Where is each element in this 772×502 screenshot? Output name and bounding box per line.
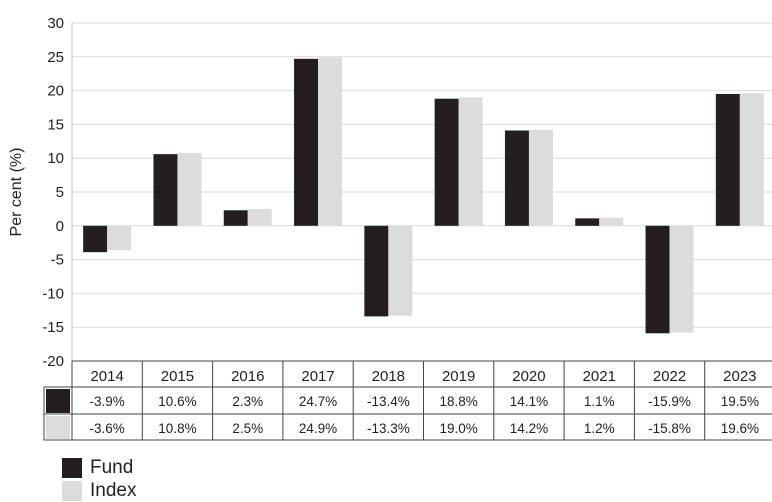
x-category-label: 2022 xyxy=(653,368,686,385)
y-tick-label: 0 xyxy=(56,218,64,235)
bar-fund xyxy=(153,154,178,226)
data-label: 10.8% xyxy=(158,421,196,436)
legend-item-index: Index xyxy=(62,479,136,502)
bar-index xyxy=(739,93,764,226)
y-tick-label: 5 xyxy=(56,184,64,201)
x-category-label: 2015 xyxy=(161,368,194,385)
data-label: 10.6% xyxy=(158,394,196,409)
x-category-label: 2017 xyxy=(301,368,334,385)
x-category-label: 2020 xyxy=(512,368,545,385)
table-swatch-index xyxy=(46,416,70,439)
data-label: 2.5% xyxy=(232,421,263,436)
bar-index xyxy=(247,208,272,226)
bar-index xyxy=(528,129,553,226)
legend-label: Fund xyxy=(90,456,134,478)
bar-fund xyxy=(575,218,600,226)
data-label: 14.2% xyxy=(510,421,548,436)
data-label: -15.9% xyxy=(648,394,691,409)
bar-fund xyxy=(364,225,389,317)
data-label: -3.9% xyxy=(90,394,125,409)
data-label: 19.5% xyxy=(721,394,759,409)
bar-fund xyxy=(645,225,670,334)
y-tick-label: 30 xyxy=(47,15,64,32)
bar-index xyxy=(388,225,413,316)
legend: Fund Index xyxy=(62,456,136,502)
data-label: 19.6% xyxy=(721,421,759,436)
data-label: -15.8% xyxy=(648,421,691,436)
bar-index xyxy=(107,225,132,251)
data-label: 14.1% xyxy=(510,394,548,409)
bar-index xyxy=(599,217,624,226)
legend-swatch xyxy=(62,480,82,501)
bar-fund xyxy=(83,225,108,253)
y-tick-label: -20 xyxy=(42,353,64,370)
y-tick-label: 15 xyxy=(47,116,64,133)
data-label: 18.8% xyxy=(440,394,478,409)
data-label: -13.3% xyxy=(367,421,410,436)
x-category-label: 2014 xyxy=(90,368,123,385)
data-label: 2.3% xyxy=(232,394,263,409)
data-label: 19.0% xyxy=(440,421,478,436)
y-axis-title: Per cent (%) xyxy=(8,148,25,237)
bar-fund xyxy=(504,130,529,226)
data-label: 1.2% xyxy=(584,421,615,436)
legend-item-fund: Fund xyxy=(62,456,136,479)
bar-fund xyxy=(294,58,319,226)
y-tick-label: -15 xyxy=(42,319,64,336)
data-label: -13.4% xyxy=(367,394,410,409)
x-category-label: 2019 xyxy=(442,368,475,385)
y-tick-label: 20 xyxy=(47,83,64,100)
x-category-label: 2016 xyxy=(231,368,264,385)
data-label: -3.6% xyxy=(90,421,125,436)
bar-fund xyxy=(715,93,740,226)
bar-fund xyxy=(223,210,248,226)
table-swatch-fund xyxy=(46,389,70,413)
legend-label: Index xyxy=(90,479,137,501)
bar-index xyxy=(318,57,343,226)
x-category-label: 2021 xyxy=(583,368,616,385)
legend-swatch xyxy=(62,457,82,478)
y-tick-label: 25 xyxy=(47,49,64,66)
bar-index xyxy=(458,97,483,226)
bar-fund xyxy=(434,98,459,226)
x-category-label: 2023 xyxy=(723,368,756,385)
y-tick-label: -5 xyxy=(51,252,64,269)
y-tick-label: -10 xyxy=(42,285,64,302)
data-label: 24.9% xyxy=(299,421,337,436)
data-label: 24.7% xyxy=(299,394,337,409)
bar-index xyxy=(669,225,694,333)
data-label: 1.1% xyxy=(584,394,615,409)
bar-index xyxy=(177,152,202,226)
y-tick-label: 10 xyxy=(47,150,64,167)
x-category-label: 2018 xyxy=(372,368,405,385)
